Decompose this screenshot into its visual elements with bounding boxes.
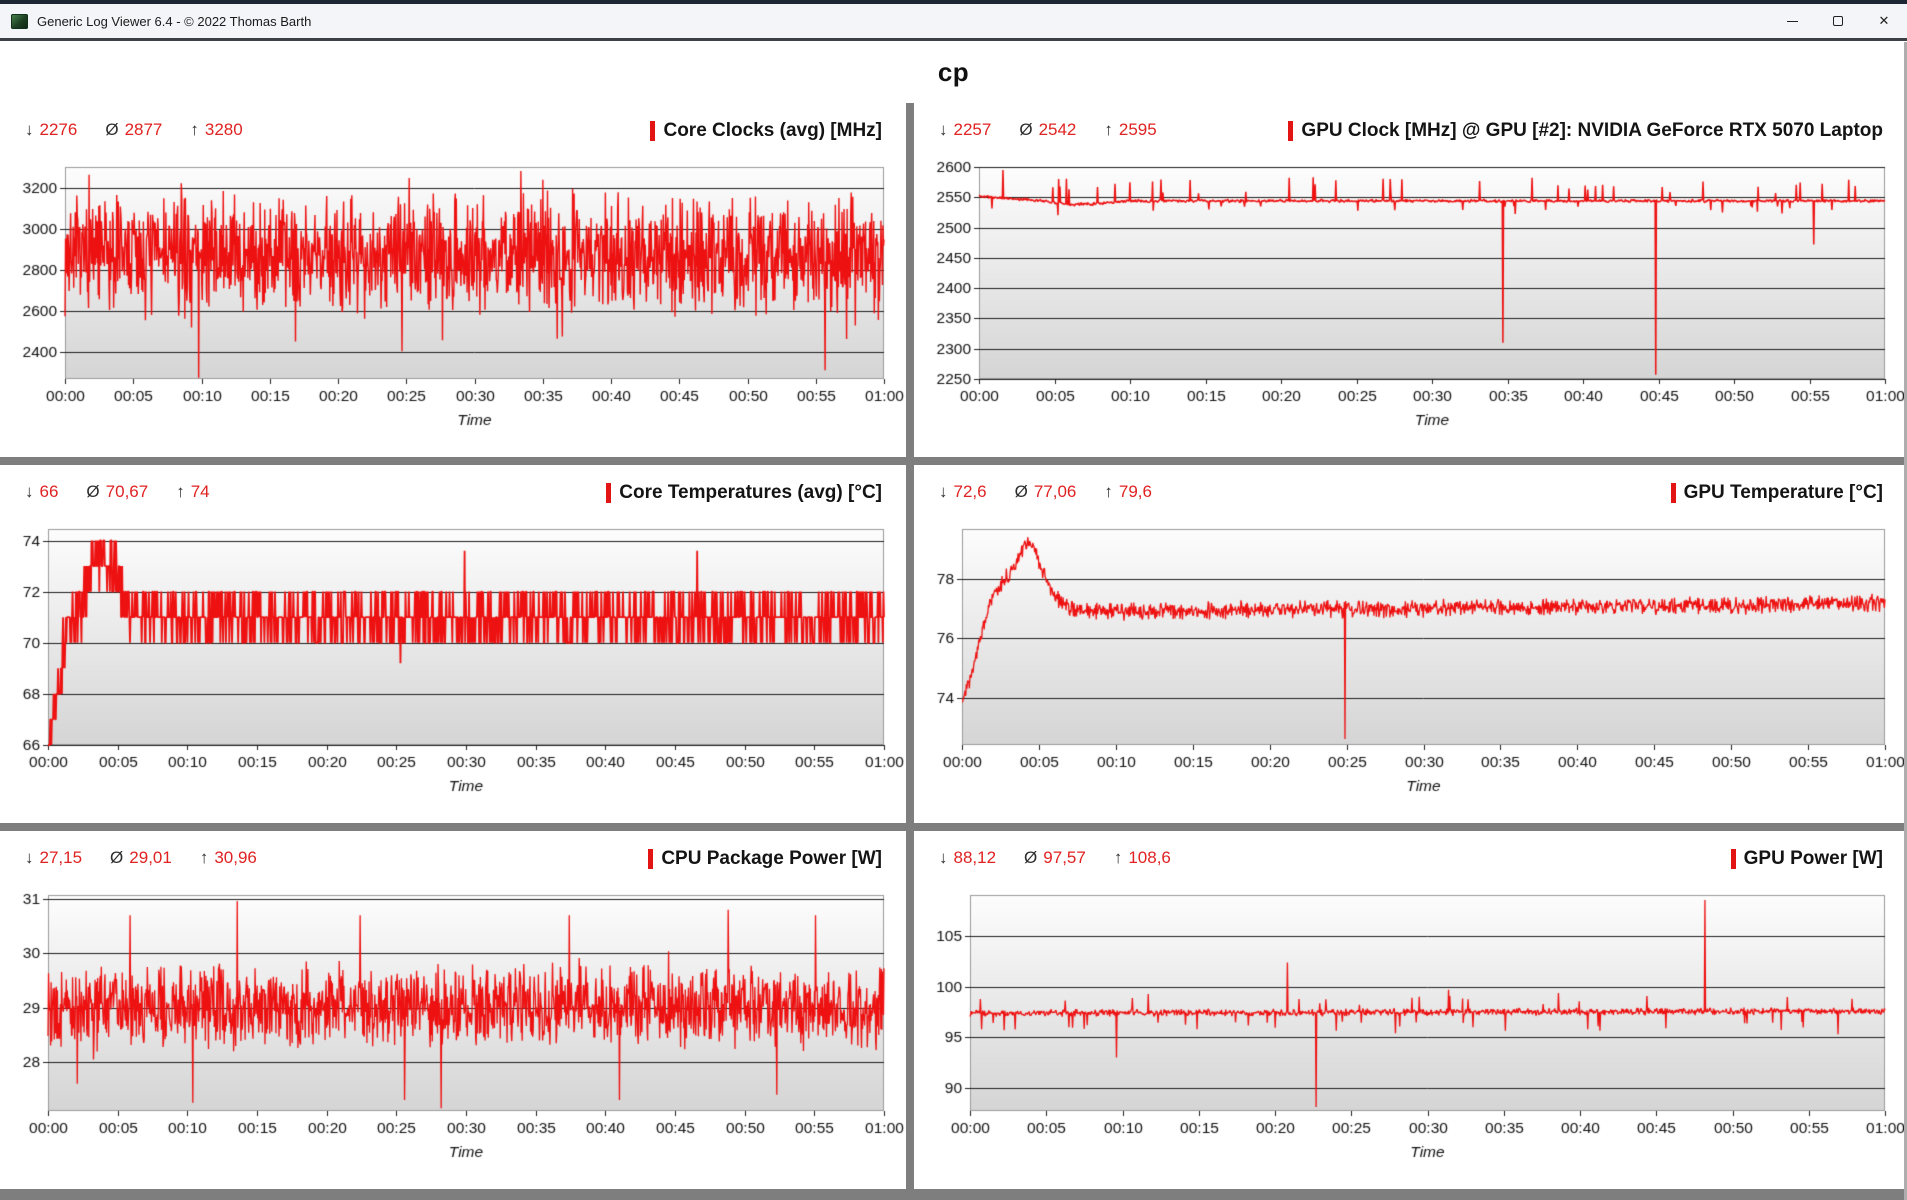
window-edge[interactable] — [1904, 42, 1907, 1200]
max-arrow-icon: ↑ — [1113, 848, 1123, 867]
avg-value: 97,57 — [1043, 848, 1086, 867]
max-arrow-icon: ↑ — [1104, 482, 1113, 501]
min-arrow-icon: ↓ — [25, 120, 34, 139]
close-button[interactable]: ✕ — [1861, 4, 1907, 38]
core-temperatures-stats: ↓ 66 Ø 70,67 ↑ 74 — [25, 482, 238, 502]
gpu-temperature-title: GPU Temperature [°C] — [1670, 482, 1883, 504]
red-marker-icon — [1670, 483, 1676, 503]
panel-core-clocks: ↓ 2276 Ø 2877 ↑ 3280 Core Clocks (avg) [MHz] — [0, 103, 906, 457]
avg-value: 29,01 — [129, 848, 172, 867]
red-marker-icon — [1730, 849, 1736, 869]
panel-gpu-power: ↓ 88,12 Ø 97,57 ↑ 108,6 GPU Power [W] — [914, 831, 1907, 1189]
gpu-clock-title: GPU Clock [MHz] @ GPU [#2]: NVIDIA GeFor… — [1288, 120, 1883, 142]
cpu-package-power-title: CPU Package Power [W] — [648, 848, 882, 870]
red-marker-icon — [650, 121, 656, 141]
gpu-clock-stats: ↓ 2257 Ø 2542 ↑ 2595 — [939, 120, 1185, 140]
avg-value: 2542 — [1038, 120, 1077, 139]
avg-icon: Ø — [86, 482, 100, 501]
panel-gpu-temperature: ↓ 72,6 Ø 77,06 ↑ 79,6 GPU Temperature [°C] — [914, 465, 1907, 823]
max-value: 108,6 — [1128, 848, 1171, 867]
gpu-temperature-stats: ↓ 72,6 Ø 77,06 ↑ 79,6 — [939, 482, 1180, 502]
min-value: 72,6 — [953, 482, 987, 501]
avg-icon: Ø — [110, 848, 124, 867]
max-arrow-icon: ↑ — [199, 848, 209, 867]
red-marker-icon — [648, 849, 654, 869]
titlebar-divider — [0, 38, 1907, 41]
min-arrow-icon: ↓ — [25, 848, 34, 867]
max-arrow-icon: ↑ — [1104, 120, 1113, 139]
gpu-power-chart-canvas[interactable] — [914, 889, 1907, 1189]
core-temperatures-chart-canvas[interactable] — [0, 523, 906, 823]
page-title: cp — [937, 56, 970, 87]
max-value: 74 — [190, 482, 210, 501]
core-clocks-chart-canvas[interactable] — [0, 161, 906, 457]
gpu-power-stats: ↓ 88,12 Ø 97,57 ↑ 108,6 — [939, 848, 1199, 868]
window-title: Generic Log Viewer 6.4 - © 2022 Thomas B… — [37, 13, 312, 29]
panel-cpu-package-power: ↓ 27,15 Ø 29,01 ↑ 30,96 CPU Package Power [W] — [0, 831, 906, 1189]
panel-core-temperatures: ↓ 66 Ø 70,67 ↑ 74 Core Temperatures (avg) [°C… — [0, 465, 906, 823]
gpu-power-title: GPU Power [W] — [1730, 848, 1883, 870]
cpu-package-power-stats: ↓ 27,15 Ø 29,01 ↑ 30,96 — [25, 848, 285, 868]
avg-icon: Ø — [1024, 848, 1038, 867]
gpu-clock-chart-canvas[interactable] — [914, 161, 1907, 457]
maximize-button[interactable] — [1815, 4, 1861, 38]
app-icon — [11, 13, 28, 29]
max-arrow-icon: ↑ — [176, 482, 185, 501]
avg-value: 70,67 — [105, 482, 149, 501]
minimize-icon — [1786, 20, 1798, 22]
max-value: 30,96 — [214, 848, 257, 867]
avg-value: 2877 — [124, 120, 163, 139]
min-arrow-icon: ↓ — [939, 848, 948, 867]
core-clocks-title: Core Clocks (avg) [MHz] — [650, 120, 882, 142]
chart-grid: ↓ 2276 Ø 2877 ↑ 3280 Core Clocks (avg) [MHz] … — [0, 103, 1907, 1189]
red-marker-icon — [606, 483, 612, 503]
min-value: 66 — [39, 482, 59, 501]
titlebar[interactable]: Generic Log Viewer 6.4 - © 2022 Thomas B… — [0, 0, 1907, 38]
min-value: 88,12 — [953, 848, 997, 867]
maximize-icon — [1833, 16, 1843, 26]
core-temperatures-title: Core Temperatures (avg) [°C] — [606, 482, 882, 504]
min-arrow-icon: ↓ — [939, 482, 948, 501]
minimize-button[interactable] — [1769, 4, 1815, 38]
window-controls: ✕ — [1769, 4, 1907, 38]
min-value: 2257 — [953, 120, 992, 139]
avg-icon: Ø — [1019, 120, 1033, 139]
min-value: 2276 — [39, 120, 78, 139]
page-header: cp — [0, 41, 1907, 103]
cpu-package-power-chart-canvas[interactable] — [0, 889, 906, 1189]
avg-icon: Ø — [1014, 482, 1028, 501]
max-value: 79,6 — [1118, 482, 1152, 501]
min-arrow-icon: ↓ — [25, 482, 34, 501]
min-arrow-icon: ↓ — [939, 120, 948, 139]
close-icon: ✕ — [1878, 13, 1890, 28]
min-value: 27,15 — [39, 848, 83, 867]
avg-icon: Ø — [105, 120, 119, 139]
red-marker-icon — [1288, 121, 1294, 141]
core-clocks-stats: ↓ 2276 Ø 2877 ↑ 3280 — [25, 120, 271, 140]
panel-gpu-clock: ↓ 2257 Ø 2542 ↑ 2595 GPU Clock [MHz] @ GPU [#… — [914, 103, 1907, 457]
gpu-temperature-chart-canvas[interactable] — [914, 523, 1907, 823]
avg-value: 77,06 — [1033, 482, 1077, 501]
max-value: 3280 — [204, 120, 243, 139]
max-value: 2595 — [1118, 120, 1157, 139]
max-arrow-icon: ↑ — [190, 120, 199, 139]
